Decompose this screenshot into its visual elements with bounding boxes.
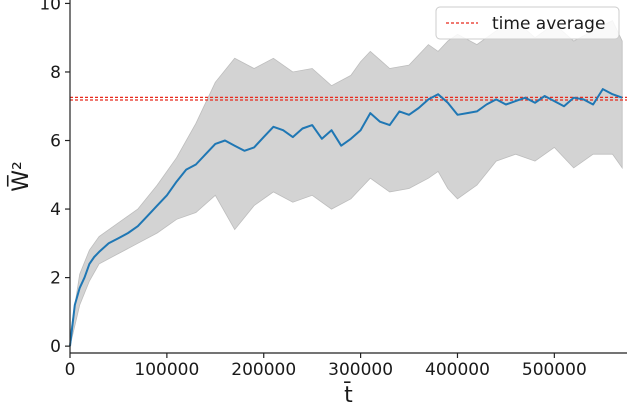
x-tick-label: 100000: [134, 360, 199, 380]
y-axis-label: W̅²: [7, 161, 34, 192]
y-tick-label: 4: [50, 200, 61, 220]
y-tick-label: 2: [50, 269, 61, 289]
y-tick-label: 10: [39, 0, 61, 14]
confidence-band-group: [70, 21, 622, 347]
confidence-band: [70, 21, 622, 347]
x-tick-label: 300000: [328, 360, 393, 380]
x-axis-label: t̄: [344, 382, 353, 408]
legend-label-time-average: time average: [492, 14, 605, 34]
x-tick-label: 500000: [522, 360, 587, 380]
y-tick-label: 6: [50, 132, 61, 152]
y-tick-label: 8: [50, 63, 61, 83]
x-tick-label: 400000: [425, 360, 490, 380]
y-tick-label: 0: [50, 337, 61, 357]
x-tick-label: 200000: [231, 360, 296, 380]
x-tick-label: 0: [65, 360, 76, 380]
legend: time average: [436, 7, 619, 39]
